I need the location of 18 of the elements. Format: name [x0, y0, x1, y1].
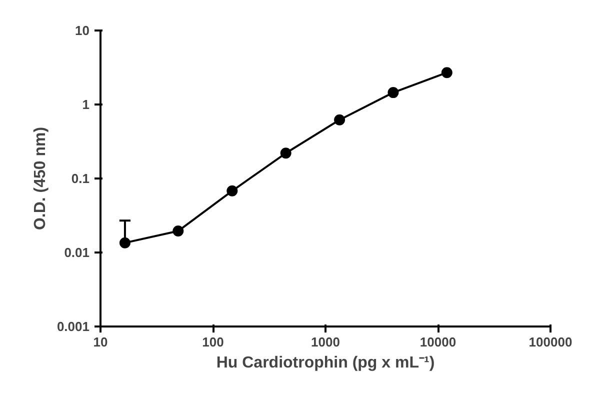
x-tick-label: 1000 [311, 334, 340, 350]
y-tick-label: 0.01 [64, 245, 90, 260]
y-tick-label: 0.1 [71, 171, 90, 186]
y-tick-label: 10 [75, 23, 90, 38]
x-tick-label: 100 [202, 334, 224, 350]
y-tick-label: 1 [82, 97, 90, 112]
point [280, 148, 292, 159]
x-axis-title: Hu Cardiotrophin (pg x mL⁻¹) [216, 354, 435, 372]
y-axis-title: O.D. (450 nm) [32, 126, 49, 230]
x-tick-label: 10 [93, 334, 108, 350]
point [172, 226, 184, 237]
point [388, 87, 399, 98]
point [334, 114, 346, 126]
y-tick-label: 0.001 [56, 319, 90, 334]
point [226, 185, 238, 196]
x-tick-label: 10000 [420, 334, 456, 350]
point [441, 67, 452, 78]
x-tick-label: 100000 [528, 334, 572, 350]
